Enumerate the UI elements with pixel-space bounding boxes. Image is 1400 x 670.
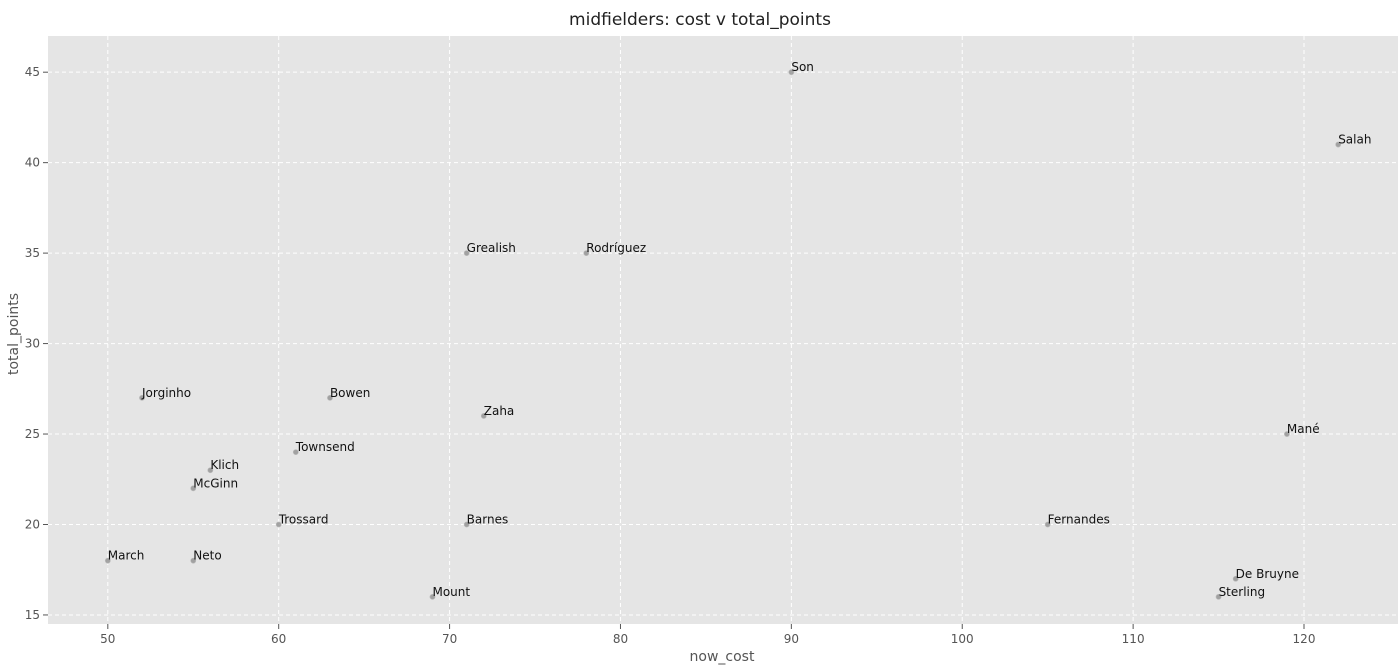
point-label: Mount [432,585,470,599]
y-tick-label: 45 [25,65,40,79]
point-label: Salah [1338,133,1371,147]
data-point [1335,141,1342,148]
y-tick-label: 20 [25,517,40,531]
data-point [429,593,436,600]
x-tick-label: 100 [951,632,974,646]
point-label: Fernandes [1048,512,1110,526]
data-point [327,394,333,401]
x-tick-label: 50 [100,632,115,646]
x-axis-label: now_cost [690,649,755,665]
y-axis-ticks: 15 20 25 30 35 40 45 [25,65,48,622]
data-point [463,521,470,528]
x-tick-label: 90 [784,632,799,646]
data-point [583,250,590,257]
x-tick-label: 80 [613,632,628,646]
point-label: Townsend [295,440,355,454]
plot-area [48,36,1398,624]
point-label: March [108,549,145,563]
y-tick-label: 30 [25,337,40,351]
data-point [104,557,111,564]
point-label: Mané [1287,422,1320,436]
x-tick-label: 120 [1293,632,1316,646]
x-tick-label: 70 [442,632,457,646]
point-label: Rodríguez [586,241,646,255]
chart-title: midfielders: cost v total_points [569,10,831,30]
data-point [463,250,470,257]
data-point [1215,593,1222,600]
data-points: Son Salah Grealish Rodríguez Jorginho Bowen Za… [104,60,1371,600]
point-label: Zaha [484,404,515,418]
x-tick-label: 60 [271,632,286,646]
point-label: Bowen [330,386,370,400]
data-point [139,394,145,401]
point-label: Klich [210,458,239,472]
data-point [207,467,214,474]
y-tick-label: 25 [25,427,40,441]
data-point [275,521,282,528]
data-point [480,413,487,419]
data-point [190,557,197,564]
point-label: Barnes [467,512,509,526]
data-point [190,485,197,492]
data-point [1284,431,1290,437]
data-point [788,69,795,76]
point-label: McGinn [193,476,238,490]
point-label: De Bruyne [1236,567,1299,581]
point-label: Grealish [467,241,516,255]
y-axis-label: total_points [6,293,22,375]
grid-lines [48,36,1398,624]
y-tick-label: 15 [25,608,40,622]
y-tick-label: 40 [25,156,40,170]
point-label: Trossard [278,512,329,526]
data-point [292,449,299,456]
data-point [1232,575,1239,582]
point-label: Jorginho [141,386,191,400]
point-label: Son [791,60,814,74]
data-point [1044,521,1051,528]
y-tick-label: 35 [25,246,40,260]
point-label: Neto [193,549,221,563]
x-tick-label: 110 [1122,632,1145,646]
x-axis-ticks: 50 60 70 80 90 100 110 120 [100,624,1315,646]
point-label: Sterling [1219,585,1266,599]
